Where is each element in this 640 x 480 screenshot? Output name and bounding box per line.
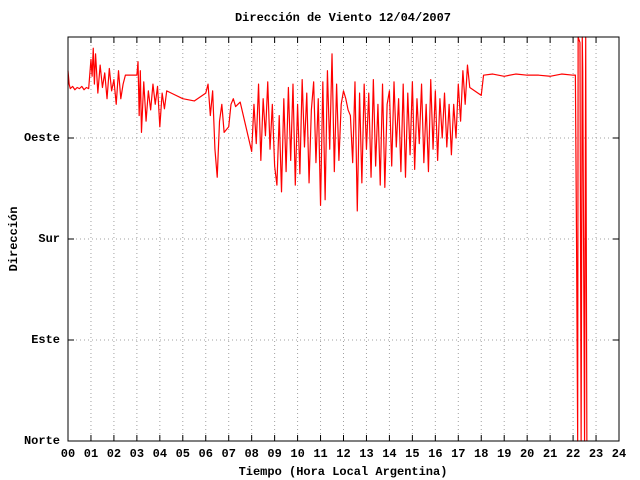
x-tick-label: 21: [543, 447, 557, 461]
plot: [67, 36, 588, 442]
x-tick-label: 07: [222, 447, 236, 461]
grid: 00 01 02 03 04 05 06 07 08 09 10 11 12 13 14 15 16 17 18 19…: [24, 37, 626, 461]
x-tick-label: 00: [61, 447, 75, 461]
y-tick-label: Norte: [24, 434, 60, 448]
x-tick-label: 08: [244, 447, 258, 461]
x-tick-label: 14: [382, 447, 396, 461]
x-tick-label: 10: [290, 447, 304, 461]
x-tick-label: 18: [474, 447, 488, 461]
x-tick-label: 12: [336, 447, 350, 461]
x-tick-label: 03: [130, 447, 144, 461]
y-tick-label: Este: [31, 333, 60, 347]
chart-title: Dirección de Viento 12/04/2007: [235, 11, 451, 25]
x-tick-label: 19: [497, 447, 511, 461]
x-tick-label: 16: [428, 447, 442, 461]
x-tick-label: 05: [176, 447, 190, 461]
x-tick-label: 01: [84, 447, 98, 461]
x-tick-label: 04: [153, 447, 167, 461]
plot-border: [67, 36, 620, 442]
x-tick-label: 23: [589, 447, 603, 461]
x-tick-label: 22: [566, 447, 580, 461]
x-tick-label: 02: [107, 447, 121, 461]
x-tick-label: 24: [612, 447, 626, 461]
x-tick-label: 09: [267, 447, 281, 461]
y-tick-label: Oeste: [24, 131, 60, 145]
x-axis-label: Tiempo (Hora Local Argentina): [239, 465, 448, 479]
x-tick-label: 06: [199, 447, 213, 461]
data-line: [67, 36, 588, 442]
x-tick-label: 15: [405, 447, 419, 461]
x-tick-label: 17: [451, 447, 465, 461]
x-tick-label: 20: [520, 447, 534, 461]
y-axis-label: Dirección: [7, 207, 21, 272]
y-tick-label: Sur: [38, 232, 60, 246]
x-tick-label: 11: [313, 447, 327, 461]
x-tick-label: 13: [359, 447, 373, 461]
